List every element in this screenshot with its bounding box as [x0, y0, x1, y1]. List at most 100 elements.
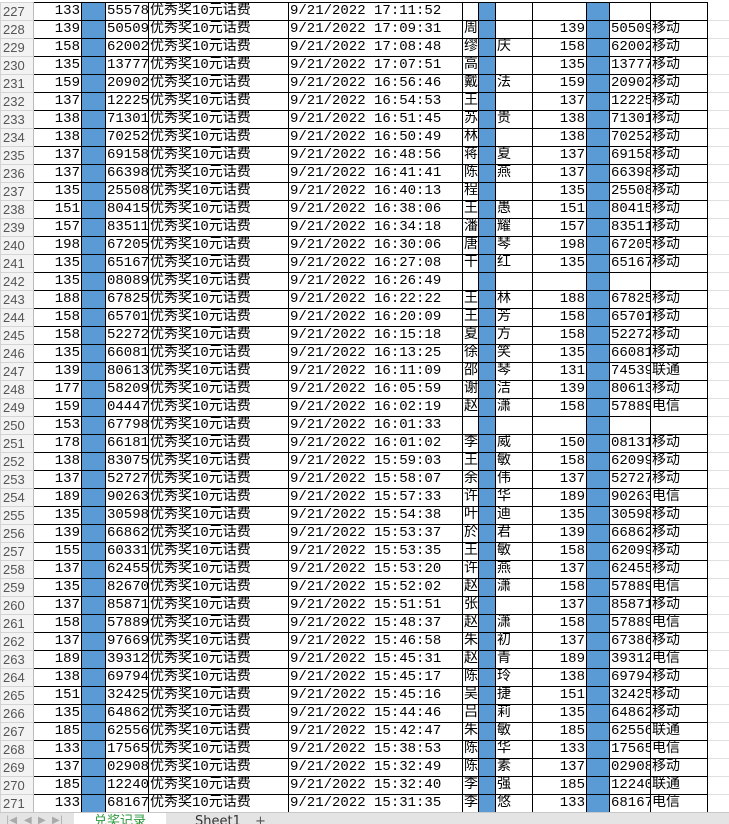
- cell-carrier[interactable]: 移动: [651, 309, 708, 327]
- cell-datetime[interactable]: 9/21/2022 15:58:07: [289, 471, 463, 489]
- cell-phone-prefix[interactable]: 188: [533, 291, 587, 309]
- cell-carrier[interactable]: 移动: [651, 111, 708, 129]
- cell-phone-prefix[interactable]: 139: [533, 381, 587, 399]
- cell-phone-prefix[interactable]: 139: [533, 21, 587, 39]
- cell-name-first[interactable]: 陈: [463, 165, 479, 183]
- cell-phone-suffix[interactable]: 62455: [610, 561, 651, 579]
- cell-c[interactable]: 58209: [106, 381, 149, 399]
- cell-empty[interactable]: [708, 543, 729, 561]
- cell-c[interactable]: 66862: [106, 525, 149, 543]
- highlight-column[interactable]: [82, 417, 106, 435]
- cell-phone-prefix[interactable]: 138: [533, 111, 587, 129]
- highlight-column[interactable]: [82, 507, 106, 525]
- cell-c[interactable]: 66081: [106, 345, 149, 363]
- row-header[interactable]: 236: [1, 165, 34, 183]
- cell-phone-prefix[interactable]: 158: [533, 543, 587, 561]
- cell-name-first[interactable]: 王: [463, 309, 479, 327]
- cell-name-first[interactable]: 李: [463, 795, 479, 813]
- cell-empty[interactable]: [708, 237, 729, 255]
- cell-prize[interactable]: 优秀奖10元话费: [149, 741, 289, 759]
- highlight-column[interactable]: [479, 57, 496, 75]
- highlight-column[interactable]: [479, 597, 496, 615]
- cell-name-first[interactable]: 张: [463, 597, 479, 615]
- highlight-column[interactable]: [479, 417, 496, 435]
- sheet-tab-sheet1[interactable]: Sheet1: [135, 813, 241, 824]
- highlight-column[interactable]: [479, 669, 496, 687]
- row-header[interactable]: 261: [1, 615, 34, 633]
- row-header[interactable]: 228: [1, 21, 34, 39]
- highlight-column[interactable]: [479, 183, 496, 201]
- cell-phone-suffix[interactable]: [610, 3, 651, 21]
- row-header[interactable]: 252: [1, 453, 34, 471]
- highlight-column[interactable]: [479, 633, 496, 651]
- highlight-column[interactable]: [587, 273, 610, 291]
- highlight-column[interactable]: [82, 669, 106, 687]
- highlight-column[interactable]: [587, 507, 610, 525]
- cell-name-last[interactable]: 青: [496, 651, 533, 669]
- cell-carrier[interactable]: 移动: [651, 129, 708, 147]
- row-header[interactable]: 232: [1, 93, 34, 111]
- cell-c[interactable]: 83075: [106, 453, 149, 471]
- cell-datetime[interactable]: 9/21/2022 16:34:18: [289, 219, 463, 237]
- cell-a[interactable]: 137: [34, 93, 82, 111]
- cell-c[interactable]: 71301: [106, 111, 149, 129]
- highlight-column[interactable]: [479, 345, 496, 363]
- row-header[interactable]: 270: [1, 777, 34, 795]
- cell-carrier[interactable]: 联通: [651, 777, 708, 795]
- cell-a[interactable]: 135: [34, 273, 82, 291]
- cell-phone-prefix[interactable]: 137: [533, 759, 587, 777]
- row-header[interactable]: 243: [1, 291, 34, 309]
- highlight-column[interactable]: [479, 363, 496, 381]
- cell-name-last[interactable]: 初: [496, 633, 533, 651]
- cell-name-first[interactable]: 戴: [463, 75, 479, 93]
- cell-prize[interactable]: 优秀奖10元话费: [149, 75, 289, 93]
- cell-carrier[interactable]: [651, 273, 708, 291]
- highlight-column[interactable]: [82, 471, 106, 489]
- cell-datetime[interactable]: 9/21/2022 15:45:16: [289, 687, 463, 705]
- cell-a[interactable]: 137: [34, 759, 82, 777]
- cell-name-first[interactable]: 夏: [463, 327, 479, 345]
- cell-a[interactable]: 153: [34, 417, 82, 435]
- cell-name-last[interactable]: 方: [496, 327, 533, 345]
- cell-c[interactable]: 97669: [106, 633, 149, 651]
- cell-empty[interactable]: [708, 633, 729, 651]
- cell-prize[interactable]: 优秀奖10元话费: [149, 129, 289, 147]
- cell-datetime[interactable]: 9/21/2022 15:59:03: [289, 453, 463, 471]
- cell-a[interactable]: 137: [34, 633, 82, 651]
- cell-prize[interactable]: 优秀奖10元话费: [149, 327, 289, 345]
- cell-c[interactable]: 20902: [106, 75, 149, 93]
- highlight-column[interactable]: [587, 345, 610, 363]
- cell-carrier[interactable]: 电信: [651, 615, 708, 633]
- cell-prize[interactable]: 优秀奖10元话费: [149, 417, 289, 435]
- cell-phone-suffix[interactable]: 68167: [610, 795, 651, 813]
- highlight-column[interactable]: [82, 21, 106, 39]
- cell-a[interactable]: 133: [34, 3, 82, 21]
- row-header[interactable]: 267: [1, 723, 34, 741]
- cell-phone-prefix[interactable]: 137: [533, 93, 587, 111]
- highlight-column[interactable]: [587, 111, 610, 129]
- highlight-column[interactable]: [587, 525, 610, 543]
- cell-phone-suffix[interactable]: 67825: [610, 291, 651, 309]
- cell-c[interactable]: 85871: [106, 597, 149, 615]
- cell-phone-suffix[interactable]: 30598: [610, 507, 651, 525]
- highlight-column[interactable]: [82, 453, 106, 471]
- cell-a[interactable]: 159: [34, 399, 82, 417]
- row-header[interactable]: 238: [1, 201, 34, 219]
- cell-datetime[interactable]: 9/21/2022 15:54:38: [289, 507, 463, 525]
- cell-datetime[interactable]: 9/21/2022 16:30:06: [289, 237, 463, 255]
- cell-phone-prefix[interactable]: [533, 417, 587, 435]
- cell-phone-prefix[interactable]: [533, 3, 587, 21]
- cell-name-last[interactable]: 敏: [496, 543, 533, 561]
- cell-carrier[interactable]: 移动: [651, 21, 708, 39]
- cell-name-first[interactable]: 许: [463, 561, 479, 579]
- highlight-column[interactable]: [479, 201, 496, 219]
- cell-empty[interactable]: [708, 777, 729, 795]
- highlight-column[interactable]: [82, 615, 106, 633]
- row-header[interactable]: 263: [1, 651, 34, 669]
- cell-name-last[interactable]: 玲: [496, 669, 533, 687]
- cell-a[interactable]: 198: [34, 237, 82, 255]
- highlight-column[interactable]: [479, 399, 496, 417]
- cell-empty[interactable]: [708, 597, 729, 615]
- row-header[interactable]: 229: [1, 39, 34, 57]
- highlight-column[interactable]: [479, 291, 496, 309]
